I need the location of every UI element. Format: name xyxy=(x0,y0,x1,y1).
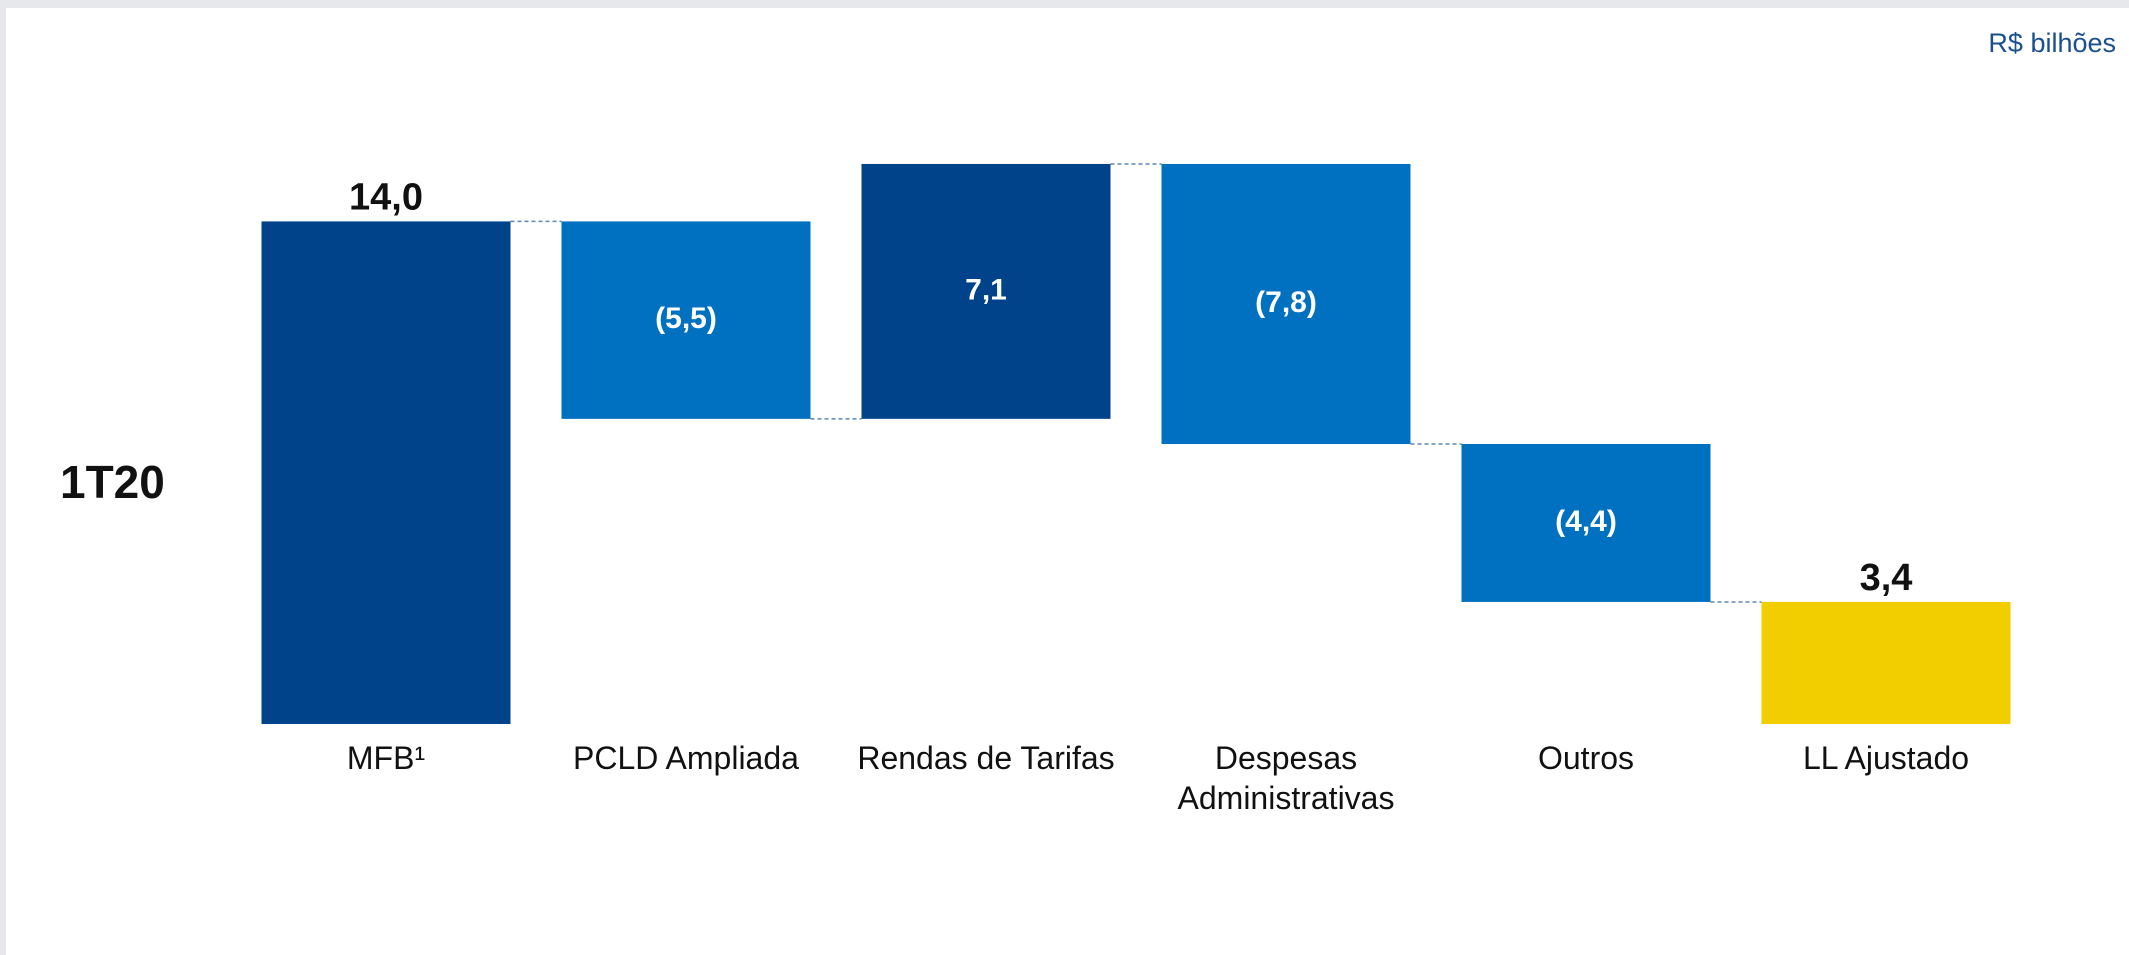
bar xyxy=(1161,163,1411,444)
value-label: (4,4) xyxy=(1555,505,1617,538)
category-label: Outros xyxy=(1537,740,1635,776)
category-label: Despesas Administrativas xyxy=(1177,740,1395,816)
category-label: MFB¹ xyxy=(346,740,426,776)
value-label: 7,1 xyxy=(965,273,1007,306)
value-label: (7,8) xyxy=(1255,286,1317,319)
unit-label: R$ bilhões xyxy=(1988,28,2116,58)
bar xyxy=(561,221,811,419)
bar xyxy=(861,163,1111,419)
category-label: Rendas de Tarifas xyxy=(857,740,1115,776)
value-label: 3,4 xyxy=(1860,557,1913,599)
bar xyxy=(261,221,511,724)
left-frame xyxy=(0,0,6,955)
value-label: 14,0 xyxy=(349,176,423,218)
period-label: 1T20 xyxy=(60,456,165,508)
bar xyxy=(1761,601,2011,724)
value-label: (5,5) xyxy=(655,302,717,335)
top-frame xyxy=(0,0,2129,8)
category-label: PCLD Ampliada xyxy=(573,740,799,776)
bar xyxy=(1461,443,1711,602)
category-label: LL Ajustado xyxy=(1802,740,1970,776)
